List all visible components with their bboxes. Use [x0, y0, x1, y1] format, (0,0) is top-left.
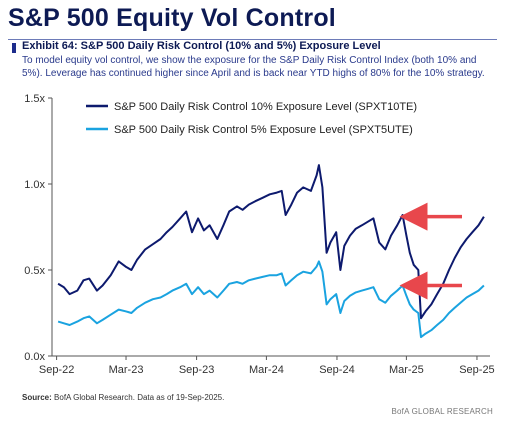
- source-detail: BofA Global Research. Data as of 19-Sep-…: [54, 393, 225, 402]
- annotation-arrows: [399, 202, 462, 300]
- y-tick-label: 1.0x: [24, 179, 45, 191]
- page-title: S&P 500 Equity Vol Control: [8, 4, 336, 32]
- legend-entry-10pct: S&P 500 Daily Risk Control 10% Exposure …: [86, 101, 417, 113]
- x-tick-label: Sep-22: [39, 364, 74, 376]
- series-line-10pct: [57, 164, 485, 320]
- x-tick-label: Sep-23: [179, 364, 214, 376]
- legend-label: S&P 500 Daily Risk Control 5% Exposure L…: [114, 124, 413, 136]
- x-tick-label: Mar-24: [249, 364, 284, 376]
- exhibit-title: Exhibit 64: S&P 500 Daily Risk Control (…: [22, 40, 381, 52]
- legend: S&P 500 Daily Risk Control 10% Exposure …: [86, 101, 417, 136]
- chart-lines: [57, 164, 485, 339]
- y-axis: 0.0x 0.5x 1.0x 1.5x: [24, 93, 53, 363]
- source-label: Source:: [22, 393, 52, 402]
- y-tick-label: 0.0x: [24, 351, 45, 363]
- x-tick-label: Mar-25: [389, 364, 424, 376]
- legend-label: S&P 500 Daily Risk Control 10% Exposure …: [114, 101, 417, 113]
- y-tick-label: 0.5x: [24, 265, 45, 277]
- series-line-5pct: [57, 260, 485, 339]
- x-tick-label: Sep-25: [459, 364, 494, 376]
- x-tick-label: Sep-24: [319, 364, 354, 376]
- source-note: Source: BofA Global Research. Data as of…: [22, 393, 224, 402]
- x-tick-label: Mar-23: [109, 364, 144, 376]
- y-tick-label: 1.5x: [24, 93, 45, 105]
- exhibit-accent-bar: [12, 43, 16, 53]
- exhibit-divider: [8, 39, 497, 40]
- brand-footer: BofA GLOBAL RESEARCH: [391, 407, 493, 416]
- x-axis: Sep-22 Mar-23 Sep-23 Mar-24 Sep-24 Mar-25 Sep-…: [39, 355, 495, 376]
- exhibit-description: To model equity vol control, we show the…: [22, 55, 485, 79]
- legend-entry-5pct: S&P 500 Daily Risk Control 5% Exposure L…: [86, 124, 413, 136]
